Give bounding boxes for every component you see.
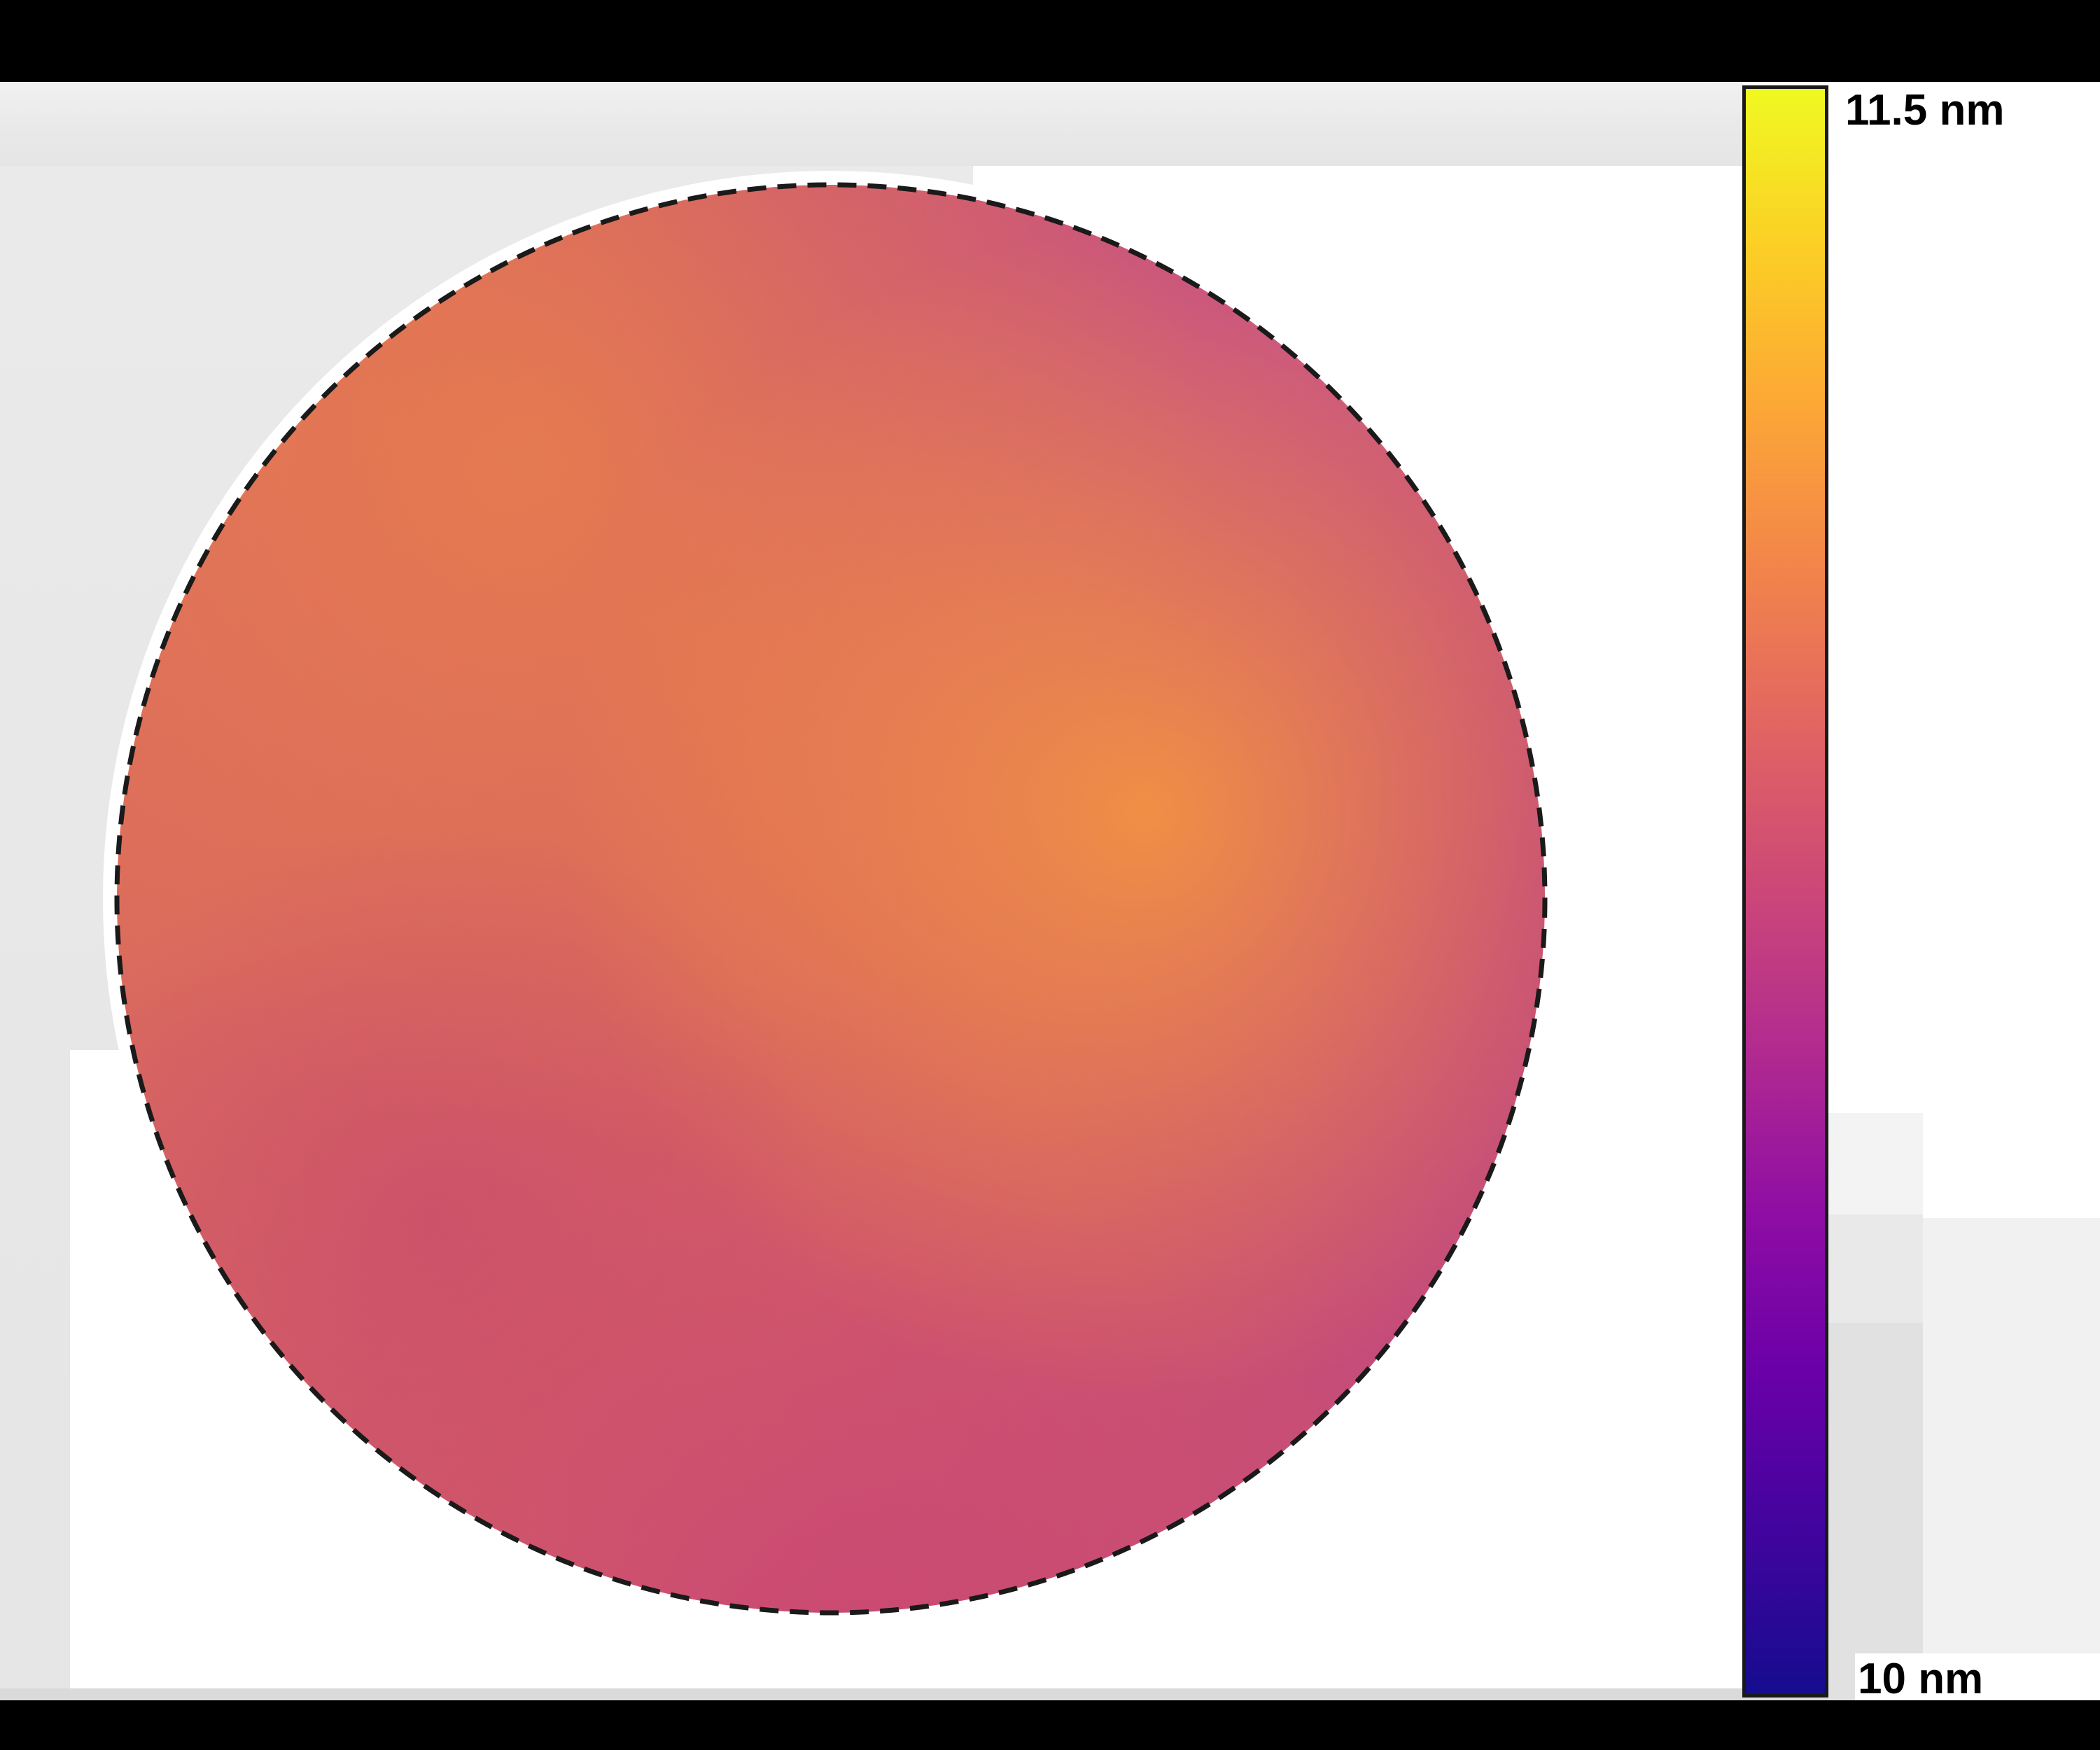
- wafer-dashed-outline: [96, 164, 1566, 1634]
- bottom-edge-strip: [0, 1688, 1828, 1700]
- bottom-letterbox-bar: [0, 1700, 2100, 1750]
- wafer-heatmap-disc: [117, 185, 1545, 1613]
- colorbar-min-label: 10 nm: [1858, 1655, 1984, 1703]
- right-panel-strip-middle: [1828, 1214, 1923, 1323]
- app-content-area: 11.5 nm 10 nm: [0, 82, 2100, 1703]
- colorbar-max-label: 11.5 nm: [1845, 86, 2005, 134]
- bottom-label-card: [1855, 1653, 2100, 1700]
- colorbar-gradient: [1746, 89, 1825, 1694]
- dashed-outline-circle: [114, 182, 1548, 1616]
- top-letterbox-bar: [0, 0, 2100, 82]
- right-panel-lower: [1923, 1218, 2100, 1700]
- right-panel-strip-bottom: [1828, 1323, 1923, 1700]
- colorbar: [1742, 85, 1828, 1698]
- gray-top-band: [0, 82, 1743, 166]
- right-panel-strip-top: [1828, 1113, 1923, 1214]
